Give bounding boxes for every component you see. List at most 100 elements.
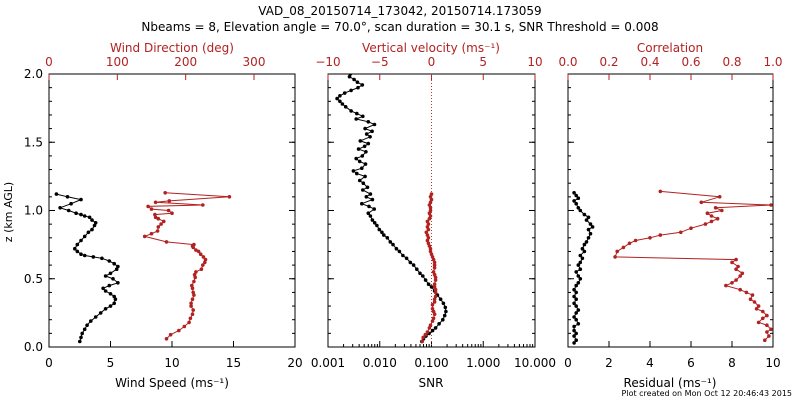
wind-direction-point (190, 283, 194, 288)
x-tick-label: 5 (107, 356, 115, 370)
x-tick-label: 6 (687, 356, 695, 370)
x-tick-label: 10.000 (514, 356, 556, 370)
vertical-velocity-point (433, 278, 438, 282)
snr-point (408, 260, 413, 265)
snr-point (418, 271, 422, 276)
wind-direction-point (182, 324, 187, 329)
wind-direction-point (190, 312, 195, 317)
snr-point (391, 242, 395, 247)
snr-point (358, 139, 363, 143)
wind-speed-point (78, 339, 82, 344)
correlation-point (613, 255, 617, 259)
wind-direction-point (196, 249, 201, 254)
snr-point (343, 105, 348, 109)
residual-point (580, 256, 585, 261)
snr-point (349, 88, 353, 93)
correlation-point (730, 260, 734, 265)
correlation-point (627, 241, 632, 246)
correlation-point (705, 211, 710, 215)
snr-point (367, 204, 371, 209)
residual-point (574, 304, 578, 308)
top-tick-label: 1.0 (763, 55, 782, 69)
snr-point (340, 102, 345, 106)
wind-speed-point (116, 281, 120, 285)
vertical-velocity-point (431, 316, 436, 321)
wind-direction-point (189, 301, 193, 306)
snr-point (437, 322, 441, 326)
residual-point (590, 225, 595, 229)
wind-speed-point (79, 335, 83, 340)
wind-direction-point (189, 304, 193, 308)
vertical-velocity-point (433, 275, 438, 280)
snr-point (361, 114, 365, 119)
wind-direction-point (153, 200, 158, 205)
correlation-point (736, 264, 740, 269)
snr-point (421, 274, 425, 278)
vertical-velocity-point (430, 307, 435, 311)
vertical-velocity-point (433, 287, 438, 292)
residual-point (572, 334, 576, 338)
wind-speed-point (98, 311, 103, 315)
correlation-point (734, 278, 738, 282)
residual-point (578, 267, 583, 272)
vertical-velocity-point (427, 211, 432, 215)
wind-speed-point (116, 264, 120, 269)
top-tick-label: 100 (106, 55, 129, 69)
wind-speed-point (114, 267, 119, 272)
snr-point (351, 169, 356, 173)
correlation-point (730, 281, 734, 285)
top-tick-label: 0 (428, 55, 436, 69)
residual-point (576, 196, 581, 200)
wind-direction-point (170, 211, 174, 215)
correlation-point (734, 257, 738, 262)
top-tick-label: 0.6 (681, 55, 700, 69)
residual-point (574, 201, 578, 206)
snr-axis-label: SNR (419, 376, 444, 390)
wind-speed-point (87, 215, 92, 220)
snr-point (361, 181, 366, 185)
wind-speed-point (90, 227, 94, 232)
x-tick-label: 8 (728, 356, 736, 370)
wind-speed-point (92, 223, 97, 228)
snr-point (372, 122, 377, 127)
wind-speed-line (56, 193, 119, 342)
correlation-point (703, 222, 708, 226)
residual-point (576, 274, 581, 278)
vertical-velocity-point (432, 300, 437, 304)
vertical-velocity-point (432, 297, 437, 302)
vertical-velocity-point (432, 260, 437, 265)
snr-point (380, 230, 384, 235)
wind-direction-point (194, 248, 198, 252)
wind-speed-point (108, 304, 113, 308)
residual-point (584, 240, 589, 244)
residual-point (586, 215, 591, 220)
wind-speed-point (93, 221, 98, 225)
x-tick-label: 1.000 (466, 356, 500, 370)
snr-point (388, 240, 393, 244)
correlation-point (765, 313, 769, 318)
wind-direction-point (191, 308, 195, 312)
y-tick-label: 2.0 (24, 67, 43, 81)
snr-point (355, 80, 360, 84)
correlation-point (738, 287, 742, 292)
wind-speed-point (112, 301, 116, 306)
correlation-point (748, 297, 753, 302)
correlation-point (761, 316, 765, 321)
wind-direction-point (156, 225, 161, 229)
y-tick-label: 1.0 (24, 204, 43, 218)
wind-direction-point (188, 316, 193, 321)
vertical-velocity-point (429, 252, 434, 256)
correlation-point (633, 238, 638, 243)
residual-point (578, 208, 583, 213)
vertical-velocity-point (427, 326, 432, 330)
x-tick-label: 10 (164, 356, 179, 370)
residual-point (572, 294, 576, 299)
y-tick-label: 1.5 (24, 135, 43, 149)
top-tick-label: 0 (45, 55, 53, 69)
residual-point (572, 301, 576, 306)
top-tick-label: −5 (371, 55, 389, 69)
wind-speed-point (107, 283, 112, 288)
vertical-velocity-point (420, 339, 425, 344)
residual-point (582, 249, 587, 254)
wind-speed-point (80, 331, 84, 336)
